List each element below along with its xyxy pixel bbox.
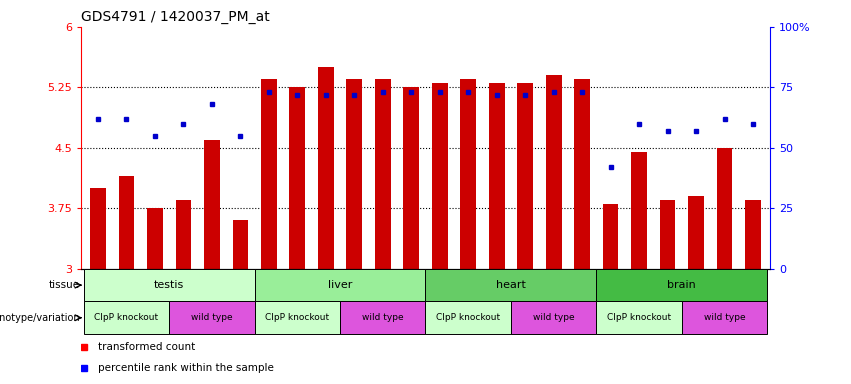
Bar	[147, 209, 163, 269]
Text: wild type: wild type	[191, 313, 232, 322]
Bar	[460, 79, 476, 269]
Bar	[232, 220, 248, 269]
Bar	[403, 88, 419, 269]
Bar	[375, 79, 391, 269]
Text: ClpP knockout: ClpP knockout	[607, 313, 671, 322]
Bar	[597, 301, 682, 334]
Text: wild type: wild type	[362, 313, 403, 322]
Text: wild type: wild type	[704, 313, 745, 322]
Text: percentile rank within the sample: percentile rank within the sample	[98, 362, 274, 373]
Bar	[175, 200, 191, 269]
Bar	[511, 301, 597, 334]
Bar	[204, 140, 220, 269]
Text: ClpP knockout: ClpP knockout	[437, 313, 500, 322]
Bar	[688, 196, 704, 269]
Bar	[169, 301, 254, 334]
Text: wild type: wild type	[533, 313, 574, 322]
Text: heart: heart	[496, 280, 526, 290]
Text: ClpP knockout: ClpP knockout	[94, 313, 158, 322]
Bar	[83, 269, 254, 301]
Text: testis: testis	[154, 280, 185, 290]
Bar	[254, 269, 426, 301]
Bar	[254, 301, 340, 334]
Text: tissue: tissue	[49, 280, 80, 290]
Bar	[289, 88, 306, 269]
Bar	[340, 301, 426, 334]
Bar	[426, 269, 597, 301]
Bar	[83, 301, 169, 334]
Bar	[346, 79, 363, 269]
Bar	[318, 67, 334, 269]
Text: brain: brain	[667, 280, 696, 290]
Text: transformed count: transformed count	[98, 341, 196, 352]
Bar	[426, 301, 511, 334]
Bar	[603, 204, 619, 269]
Text: genotype/variation: genotype/variation	[0, 313, 80, 323]
Bar	[597, 269, 768, 301]
Text: GDS4791 / 1420037_PM_at: GDS4791 / 1420037_PM_at	[81, 10, 270, 25]
Bar	[574, 79, 590, 269]
Bar	[432, 83, 448, 269]
Bar	[631, 152, 647, 269]
Bar	[660, 200, 676, 269]
Bar	[745, 200, 761, 269]
Bar	[682, 301, 768, 334]
Text: liver: liver	[328, 280, 352, 290]
Bar	[261, 79, 277, 269]
Bar	[517, 83, 533, 269]
Bar	[545, 75, 562, 269]
Bar	[90, 188, 106, 269]
Text: ClpP knockout: ClpP knockout	[266, 313, 329, 322]
Bar	[488, 83, 505, 269]
Bar	[717, 148, 733, 269]
Bar	[118, 176, 134, 269]
